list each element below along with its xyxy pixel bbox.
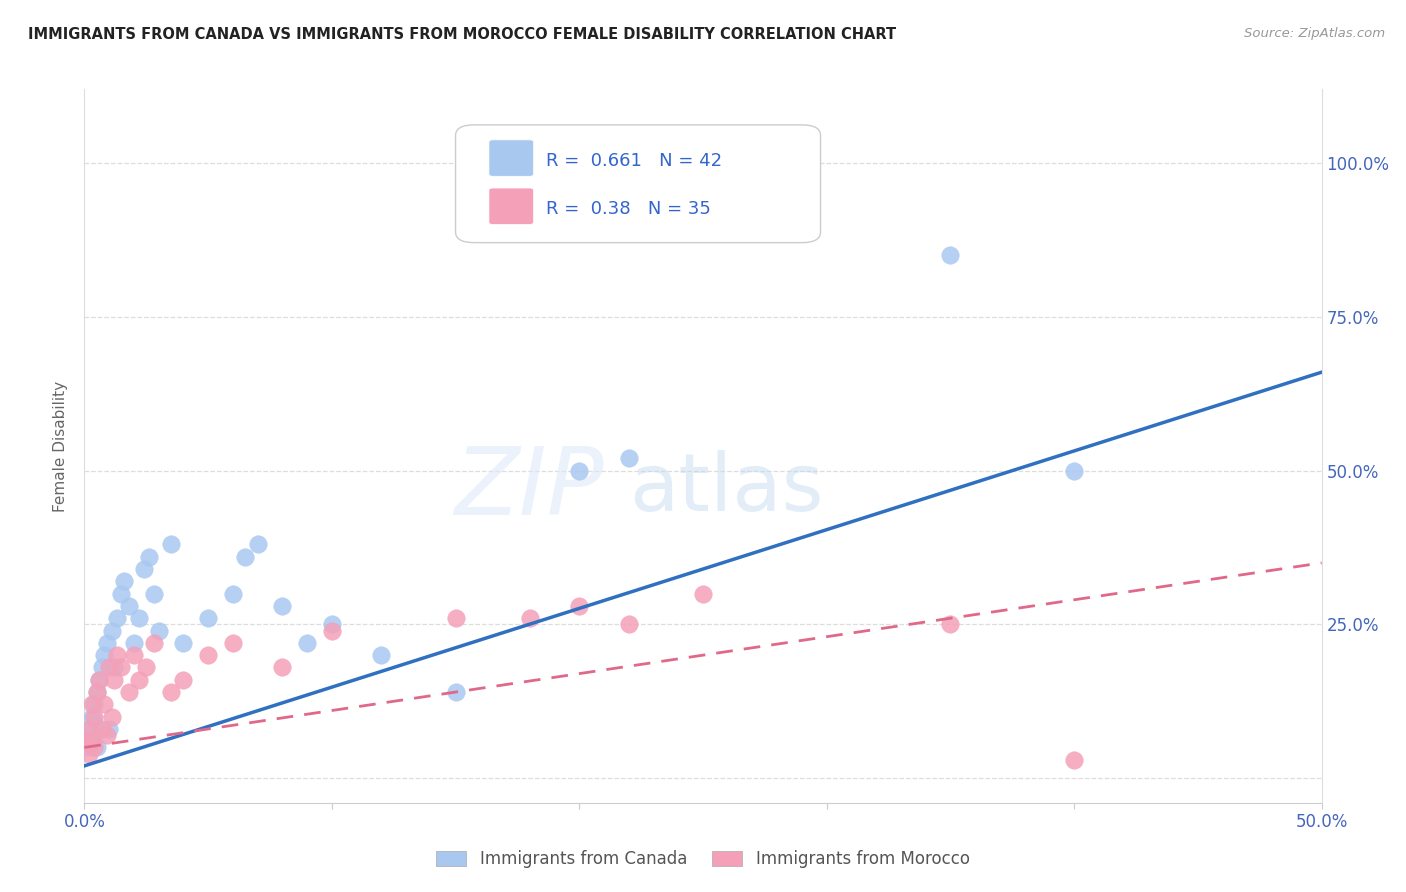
Point [321, 617, 343, 632]
Point [172, 673, 194, 687]
Point [89, 673, 111, 687]
Point [110, 587, 132, 601]
Point [98, 722, 121, 736]
Point [83, 698, 105, 712]
Y-axis label: Female Disability: Female Disability [53, 380, 69, 512]
Point [1063, 464, 1085, 478]
Point [321, 624, 343, 638]
Point [138, 549, 160, 564]
Point [118, 599, 141, 613]
Point [617, 617, 640, 632]
FancyBboxPatch shape [489, 140, 533, 177]
Point [160, 537, 183, 551]
Point [83, 715, 105, 730]
Point [122, 648, 145, 662]
Point [128, 611, 150, 625]
Point [222, 636, 245, 650]
Point [692, 587, 714, 601]
Text: R =  0.661   N = 42: R = 0.661 N = 42 [546, 153, 723, 170]
Point [110, 660, 132, 674]
Point [568, 464, 591, 478]
Point [80, 698, 103, 712]
Point [100, 709, 122, 723]
Point [197, 648, 219, 662]
Point [444, 685, 467, 699]
Point [568, 599, 591, 613]
Point [295, 636, 318, 650]
FancyBboxPatch shape [456, 125, 821, 243]
Point [142, 587, 165, 601]
Point [197, 611, 219, 625]
Text: atlas: atlas [628, 450, 823, 528]
Text: ZIP: ZIP [454, 443, 605, 534]
Point [135, 660, 157, 674]
Point [76, 740, 98, 755]
Point [370, 648, 392, 662]
Point [222, 587, 245, 601]
Point [617, 451, 640, 466]
Point [86, 740, 108, 755]
Point [132, 562, 155, 576]
Point [105, 648, 128, 662]
Point [93, 698, 115, 712]
Point [90, 722, 112, 736]
Point [1063, 753, 1085, 767]
Point [80, 728, 103, 742]
Point [118, 685, 141, 699]
Point [271, 660, 294, 674]
Point [93, 648, 115, 662]
Point [96, 636, 118, 650]
Point [233, 549, 256, 564]
Point [103, 660, 125, 674]
Point [80, 709, 103, 723]
Point [83, 709, 105, 723]
Point [112, 574, 135, 589]
FancyBboxPatch shape [489, 188, 533, 225]
Text: R =  0.38   N = 35: R = 0.38 N = 35 [546, 201, 711, 219]
Point [89, 673, 111, 687]
Point [741, 156, 763, 170]
Point [86, 685, 108, 699]
Point [160, 685, 183, 699]
Legend: Immigrants from Canada, Immigrants from Morocco: Immigrants from Canada, Immigrants from … [429, 842, 977, 877]
Point [103, 673, 125, 687]
Point [271, 599, 294, 613]
Point [519, 611, 541, 625]
Point [79, 722, 101, 736]
Point [939, 617, 962, 632]
Point [100, 624, 122, 638]
Point [444, 611, 467, 625]
Point [246, 537, 269, 551]
Point [142, 636, 165, 650]
Point [105, 611, 128, 625]
Point [148, 624, 170, 638]
Point [79, 747, 101, 761]
Point [76, 734, 98, 748]
Point [80, 734, 103, 748]
Point [86, 685, 108, 699]
Point [172, 636, 194, 650]
Text: Source: ZipAtlas.com: Source: ZipAtlas.com [1244, 27, 1385, 40]
Point [79, 722, 101, 736]
Point [122, 636, 145, 650]
Point [96, 728, 118, 742]
Text: IMMIGRANTS FROM CANADA VS IMMIGRANTS FROM MOROCCO FEMALE DISABILITY CORRELATION : IMMIGRANTS FROM CANADA VS IMMIGRANTS FRO… [28, 27, 896, 42]
Point [939, 248, 962, 262]
Point [128, 673, 150, 687]
Point [79, 734, 101, 748]
Point [83, 740, 105, 755]
Point [98, 660, 121, 674]
Point [90, 660, 112, 674]
